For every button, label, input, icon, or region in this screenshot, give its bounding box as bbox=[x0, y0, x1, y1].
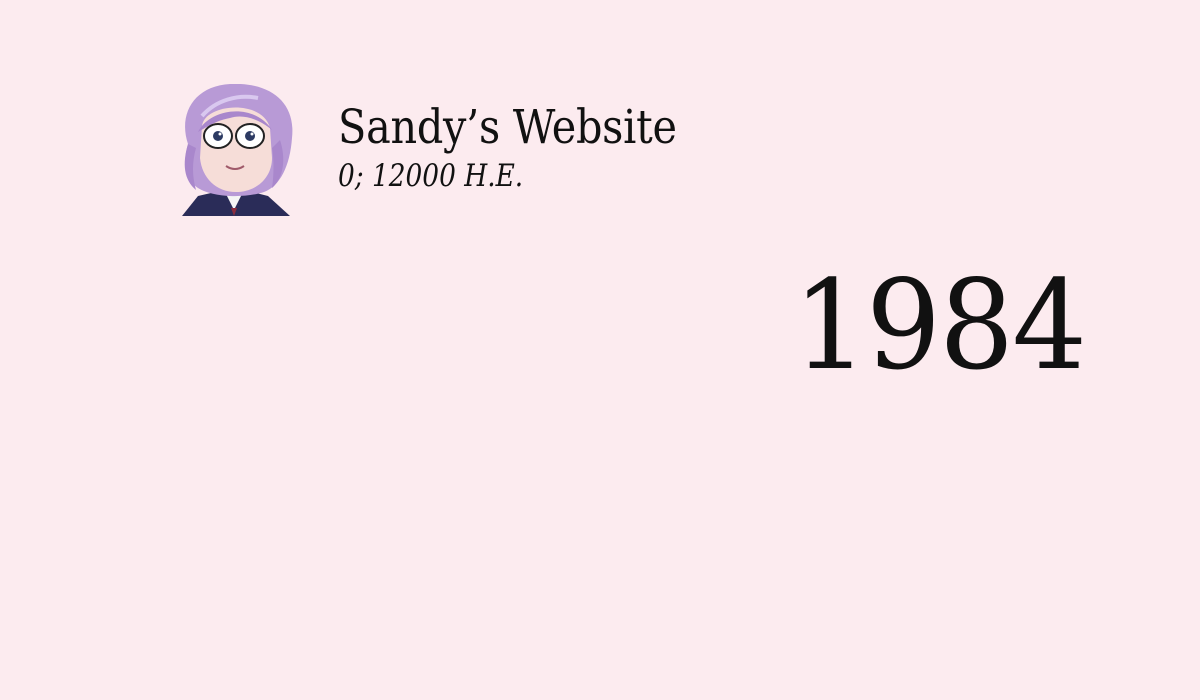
avatar bbox=[168, 84, 300, 216]
year-heading: 1984 bbox=[793, 254, 1087, 398]
site-title: Sandy’s Website bbox=[338, 100, 677, 155]
site-date: 0; 12000 H.E. bbox=[338, 158, 524, 194]
anime-avatar-icon bbox=[168, 84, 300, 216]
site-header: Sandy’s Website 0; 12000 H.E. bbox=[338, 100, 758, 196]
